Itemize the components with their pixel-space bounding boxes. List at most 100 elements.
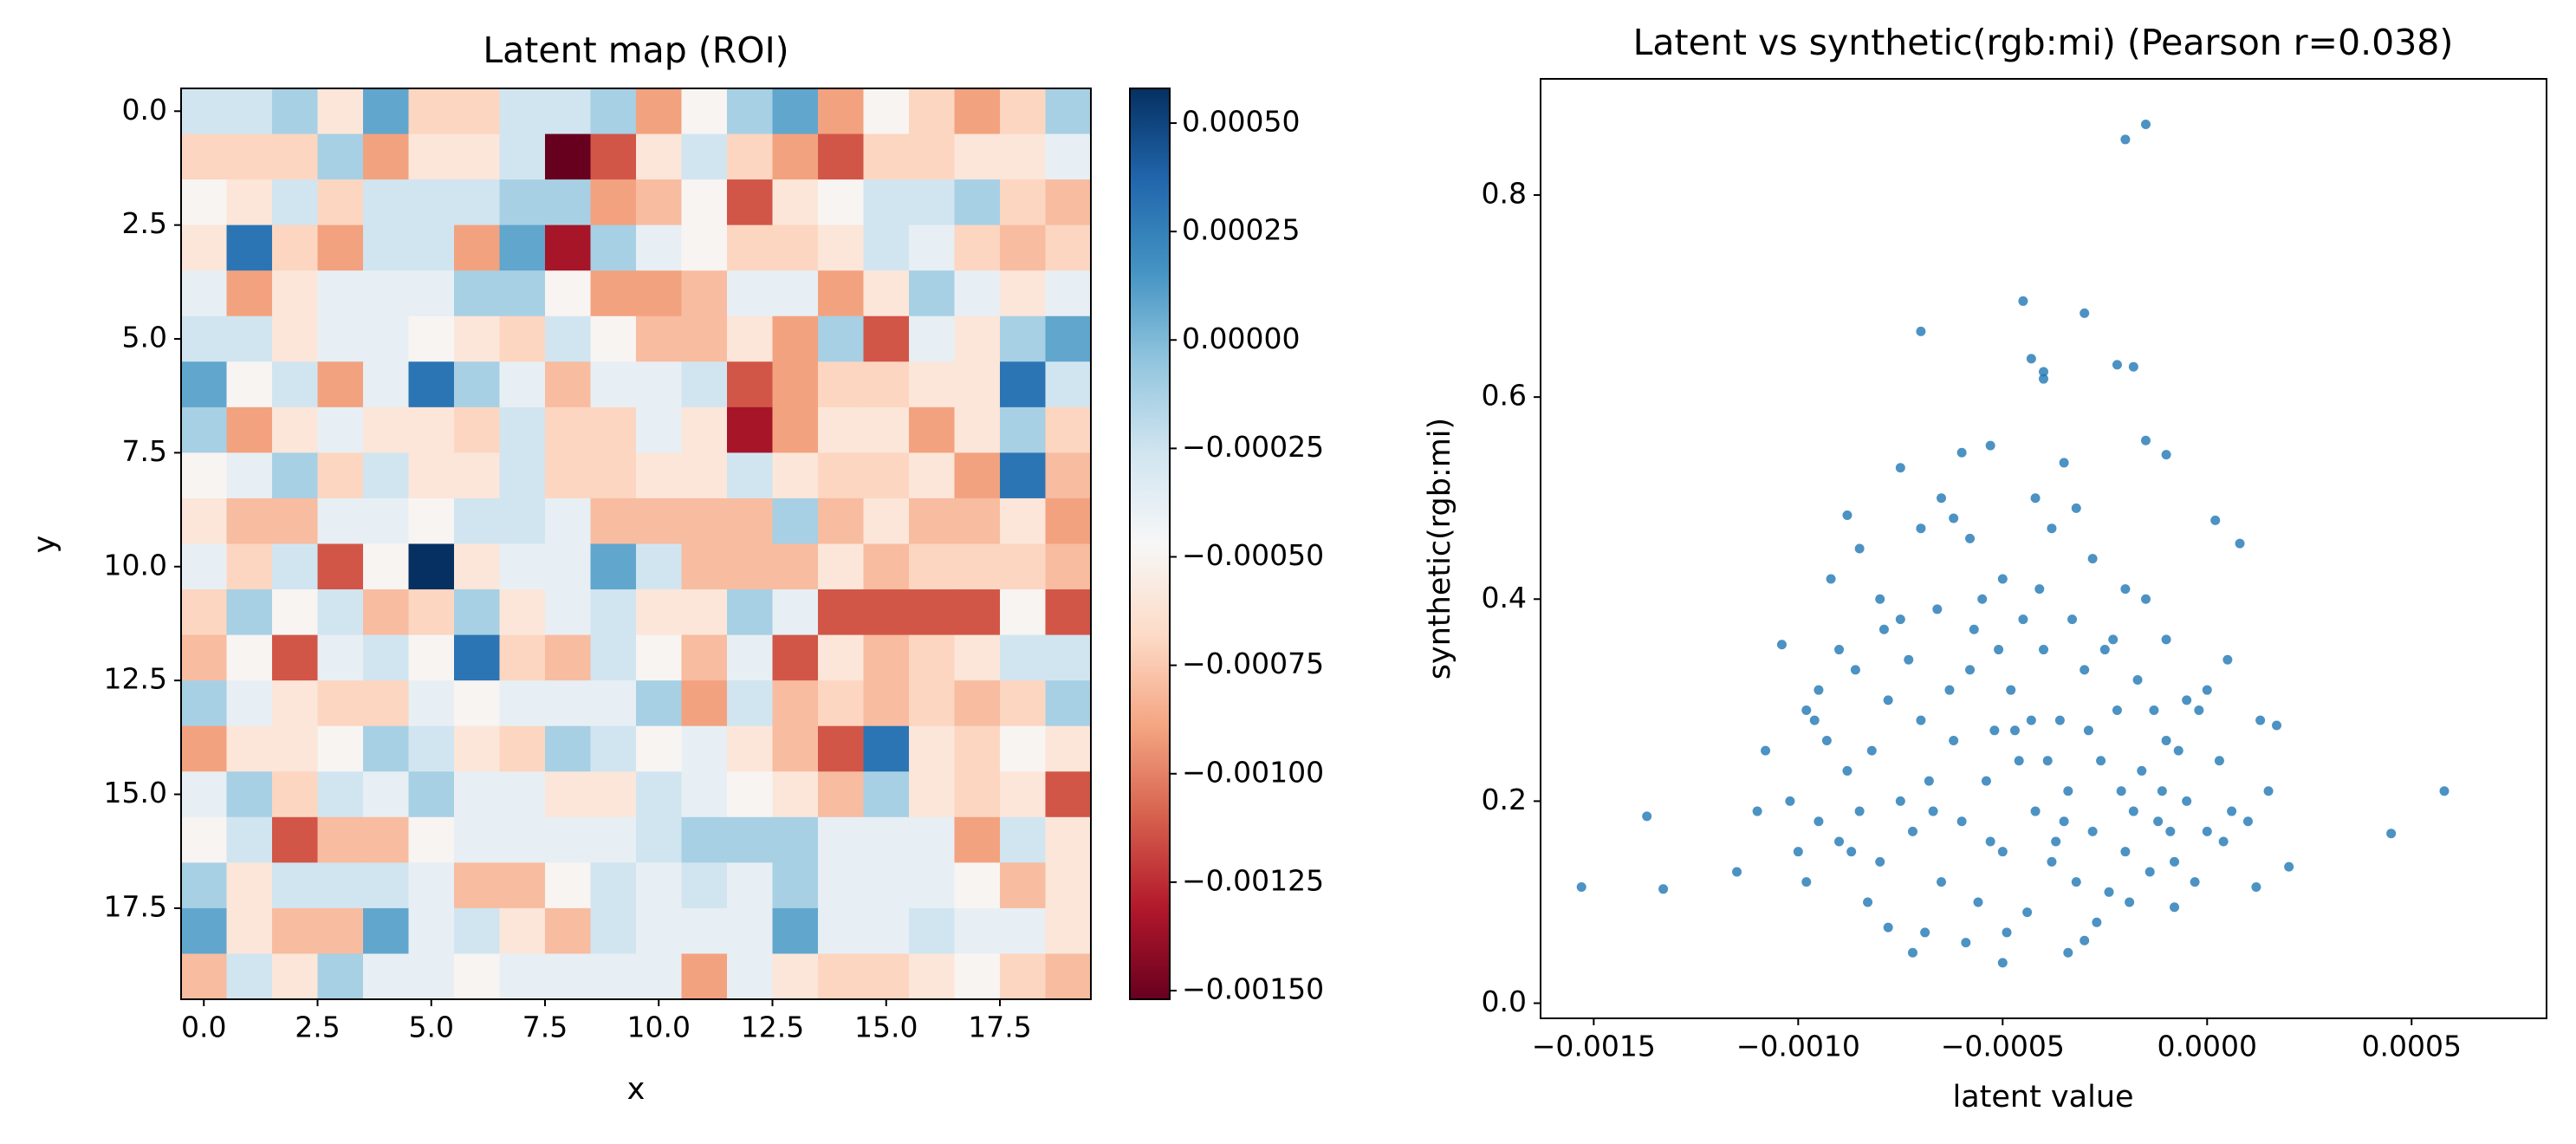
heatmap-cell	[1000, 771, 1046, 818]
heatmap-cell	[818, 361, 864, 408]
scatter-point	[1821, 735, 1832, 745]
heatmap-cell	[636, 634, 682, 681]
scatter-point	[2080, 308, 2090, 318]
scatter-point	[1895, 796, 1905, 806]
heatmap-cell	[1045, 589, 1092, 636]
heatmap-cell	[454, 771, 500, 818]
heatmap-cell	[317, 270, 364, 317]
heatmap-cell	[954, 88, 1001, 135]
scatter-point	[2063, 947, 2073, 958]
scatter-point	[2120, 847, 2131, 857]
heatmap-cell	[317, 361, 364, 408]
scatter-point	[1866, 745, 1877, 756]
heatmap-cell	[636, 361, 682, 408]
scatter-point	[2026, 715, 2036, 725]
heatmap-cell	[1045, 133, 1092, 180]
scatter-point	[2210, 515, 2221, 525]
heatmap-cell	[272, 589, 318, 636]
heatmap-cell	[181, 634, 227, 681]
heatmap-cell	[863, 224, 910, 271]
heatmap-cell	[408, 543, 455, 590]
heatmap-cell	[272, 816, 318, 863]
heatmap-cell	[727, 953, 773, 1000]
heatmap-cell	[727, 497, 773, 544]
heatmap-cell	[317, 88, 364, 135]
scatter-point	[1895, 614, 1905, 625]
heatmap-cell	[681, 224, 728, 271]
x-tick-label: 5.0	[409, 1011, 454, 1044]
scatter-point	[1937, 493, 1947, 504]
heatmap-cell	[772, 589, 819, 636]
heatmap-cell	[181, 771, 227, 818]
scatter-point	[1973, 897, 1983, 907]
heatmap-cell	[317, 771, 364, 818]
heatmap-cell	[772, 452, 819, 499]
x-tick-label: −0.0010	[1736, 1030, 1860, 1063]
heatmap-cell	[226, 133, 273, 180]
heatmap-cell	[818, 497, 864, 544]
heatmap-cell	[590, 406, 637, 453]
heatmap-cell	[772, 88, 819, 135]
heatmap-cell	[818, 907, 864, 954]
heatmap-cell	[818, 725, 864, 772]
heatmap-cell	[454, 88, 500, 135]
x-tick-label: −0.0005	[1941, 1030, 2065, 1063]
heatmap-cell	[772, 953, 819, 1000]
heatmap-cell	[727, 406, 773, 453]
heatmap-cell	[408, 862, 455, 909]
heatmap-cell	[1045, 361, 1092, 408]
heatmap-cell	[363, 634, 409, 681]
heatmap-cell	[1045, 680, 1092, 727]
heatmap-cell	[317, 953, 364, 1000]
scatter-point	[1834, 836, 1845, 847]
scatter-title: Latent vs synthetic(rgb:mi) (Pearson r=0…	[1633, 22, 2454, 63]
heatmap-cell	[727, 816, 773, 863]
heatmap-cell	[727, 771, 773, 818]
colorbar-tick-label: −0.00100	[1182, 755, 1324, 789]
heatmap-cell	[499, 406, 546, 453]
heatmap-cell	[545, 361, 591, 408]
heatmap-cell	[636, 315, 682, 362]
scatter-point	[1969, 624, 1979, 634]
heatmap-cell	[363, 452, 409, 499]
heatmap-cell	[636, 88, 682, 135]
heatmap-cell	[272, 361, 318, 408]
heatmap-cell	[863, 907, 910, 954]
y-tick-label: 10.0	[104, 548, 167, 582]
heatmap-cell	[317, 543, 364, 590]
heatmap-cell	[818, 953, 864, 1000]
heatmap-cell	[1000, 862, 1046, 909]
heatmap-cell	[909, 133, 955, 180]
heatmap-cell	[1045, 953, 1092, 1000]
heatmap-cell	[363, 406, 409, 453]
scatter-point	[1883, 695, 1893, 705]
heatmap-cell	[272, 634, 318, 681]
scatter-point	[2026, 354, 2036, 364]
scatter-point	[1920, 927, 1930, 938]
scatter-point	[1994, 645, 2004, 655]
heatmap-cell	[636, 725, 682, 772]
heatmap-cell	[590, 133, 637, 180]
heatmap-cell	[681, 361, 728, 408]
heatmap-cell	[181, 361, 227, 408]
scatter-point	[2284, 861, 2294, 872]
heatmap-cell	[636, 497, 682, 544]
scatter-point	[2112, 705, 2122, 715]
x-tick-label: 0.0000	[2157, 1030, 2257, 1063]
heatmap-cell	[1000, 406, 1046, 453]
scatter-point	[2190, 877, 2200, 887]
x-axis-label: latent value	[1952, 1080, 2133, 1115]
heatmap-cell	[226, 589, 273, 636]
heatmap-cell	[1000, 725, 1046, 772]
heatmap-cell	[181, 953, 227, 1000]
heatmap-cell	[636, 862, 682, 909]
heatmap-cell	[772, 816, 819, 863]
scatter-point	[2194, 705, 2204, 715]
scatter-point	[1761, 745, 1771, 756]
heatmap-cell	[1045, 270, 1092, 317]
heatmap-cell	[408, 133, 455, 180]
heatmap-cell	[818, 224, 864, 271]
heatmap-cell	[499, 452, 546, 499]
heatmap-cell	[954, 771, 1001, 818]
heatmap-cell	[408, 725, 455, 772]
